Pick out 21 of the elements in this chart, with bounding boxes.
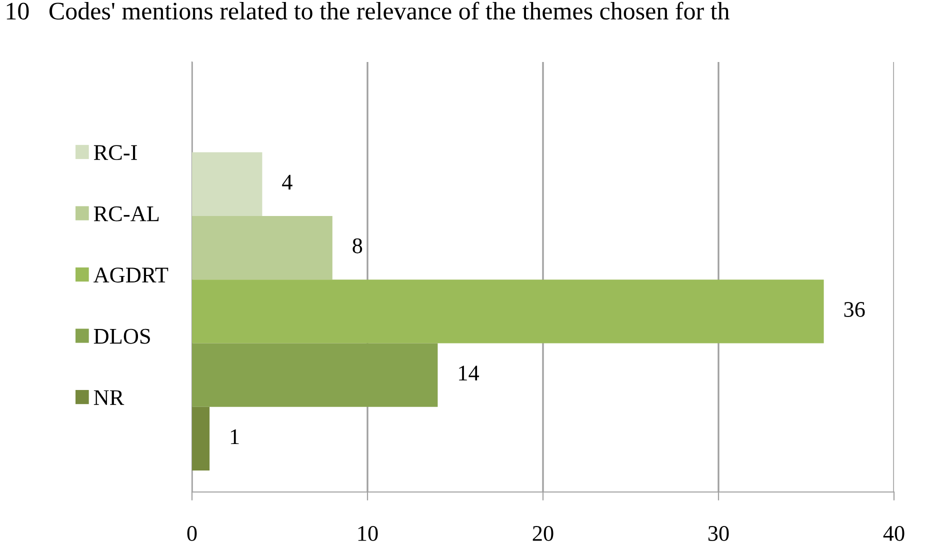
legend-label: RC-AL [94, 206, 159, 222]
data-label: 1 [230, 429, 239, 444]
legend-label: RC-I [94, 145, 137, 160]
bar [192, 406, 210, 470]
x-tick-label: 0 [187, 526, 197, 541]
data-label: 36 [844, 302, 865, 317]
legend-label: DLOS [94, 328, 150, 344]
data-label: 4 [282, 174, 292, 190]
data-label: 14 [459, 366, 480, 380]
x-tick-label: 30 [708, 526, 729, 541]
x-tick-label: 20 [532, 526, 554, 541]
bar [192, 152, 262, 216]
bar [192, 216, 332, 280]
x-tick-label: 40 [883, 526, 904, 541]
bar [192, 280, 824, 344]
bar [192, 343, 438, 407]
legend-label: NR [94, 390, 124, 405]
x-tick-label: 10 [358, 526, 378, 541]
legend-label: AGDRT [94, 268, 168, 283]
chart-title: 10 Codes' mentions related to the relevance of the themes chosen for th [6, 2, 730, 20]
data-label: 8 [352, 238, 362, 254]
